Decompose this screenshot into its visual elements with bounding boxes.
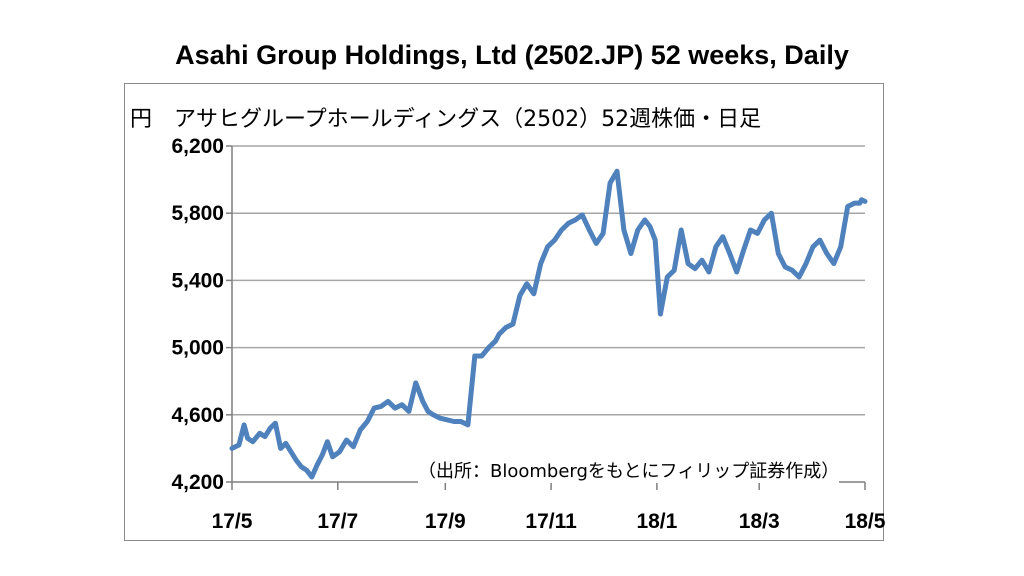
x-tick-label: 18/1 — [636, 510, 677, 533]
gridlines — [232, 145, 865, 416]
x-tick-label: 17/11 — [525, 510, 577, 533]
y-tick-label: 5,000 — [171, 337, 224, 360]
axes — [226, 145, 866, 490]
series-layer — [229, 168, 868, 480]
x-tick-label: 17/5 — [212, 510, 253, 533]
x-tick-label: 17/7 — [317, 510, 358, 533]
x-tick-label: 17/9 — [425, 510, 466, 533]
x-tick-label: 18/5 — [845, 510, 886, 533]
y-tick-labels: 4,200 4,600 5,000 5,400 5,800 6,200 — [171, 135, 224, 494]
chart-subtitle: 円 アサヒグループホールディングス（2502）52週株価・日足 — [130, 107, 762, 132]
chart-title: Asahi Group Holdings, Ltd (2502.JP) 52 w… — [175, 40, 849, 70]
y-tick-label: 4,600 — [171, 404, 224, 427]
x-tick-label: 18/3 — [739, 510, 780, 533]
y-tick-label: 4,200 — [171, 471, 224, 494]
chart-frame — [124, 83, 884, 541]
source-note: （出所：Bloombergをもとにフィリップ証券作成） — [418, 457, 840, 483]
y-tick-label: 5,800 — [171, 202, 224, 225]
y-tick-label: 5,400 — [171, 269, 224, 292]
y-tick-label: 6,200 — [171, 135, 224, 158]
price-line — [229, 168, 868, 480]
x-tick-labels: 17/5 17/7 17/9 17/11 18/1 18/3 18/5 — [212, 510, 886, 533]
